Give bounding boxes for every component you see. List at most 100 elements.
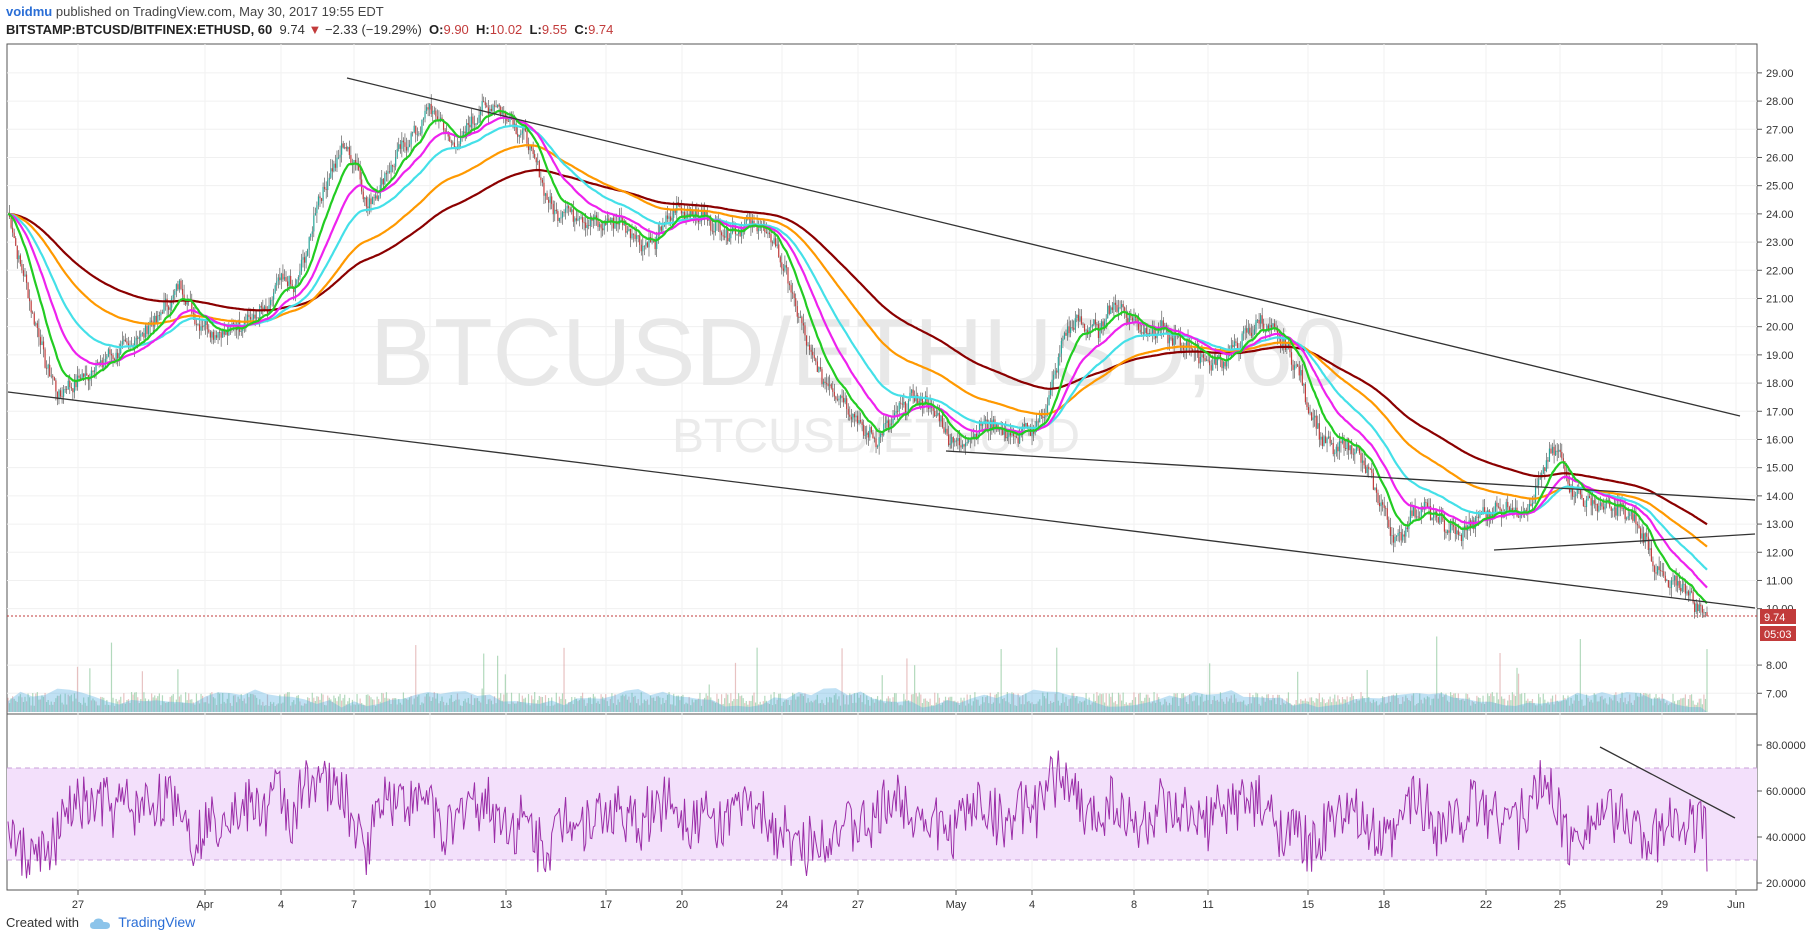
candle-body [1636,524,1639,526]
candle-body [1221,358,1223,369]
author-link[interactable]: voidmu [6,4,53,19]
candle-body [974,433,976,439]
candle-body [174,290,176,295]
candle-body [282,273,284,280]
volume-bar [1184,695,1186,712]
volume-bar [490,700,493,712]
volume-bar [1635,693,1637,712]
candle-body [1068,326,1070,334]
candle-body [83,373,85,377]
candle-body [1670,580,1673,588]
candle-body [30,301,32,313]
candle-body [659,226,661,234]
candle-body [1660,570,1662,571]
candle-body [720,232,723,236]
candle-body [1096,324,1098,326]
volume-bar [450,694,452,712]
price-tick-label: 15.00 [1766,463,1794,475]
candle-body [914,397,916,402]
volume-bar [1306,701,1308,712]
candle-body [1476,516,1478,518]
symbol-name[interactable]: BITSTAMP:BTCUSD/BITFINEX:ETHUSD, 60 [6,22,273,37]
volume-bar [1454,693,1456,712]
volume-bar [707,695,709,712]
volume-bar [1031,702,1033,712]
candle-body [328,177,330,181]
candle-body [55,380,57,392]
volume-bar [1185,701,1188,712]
candle-body [157,315,159,323]
candle-body [1426,502,1429,509]
volume-bar [1141,700,1143,712]
candle-body [687,213,689,215]
volume-bar [940,705,942,712]
volume-bar [103,697,105,712]
volume-bar [234,695,236,712]
candle-body [1450,523,1452,533]
candle-body [358,165,360,170]
candle-body [714,221,717,233]
volume-bar [586,703,588,712]
candle-body [920,398,922,402]
volume-bar [592,693,594,712]
volume-bar [1233,694,1235,712]
volume-bar [824,705,826,712]
candle-body [177,284,179,290]
candle-body [917,395,919,405]
candle-body [863,424,865,436]
candle-body [256,317,258,319]
candle-body [847,408,849,415]
volume-bar [958,704,961,712]
candle-body [816,361,818,372]
candle-body [832,388,834,392]
open-value: 9.90 [443,22,469,37]
trendline [7,391,1756,609]
volume-bar [1002,699,1004,712]
candle-body [1694,602,1696,612]
candle-body [399,144,401,149]
volume-bar [1253,697,1256,712]
volume-bar [1470,705,1472,712]
volume-bar [205,702,207,712]
candle-body [585,222,587,228]
volume-bar [960,697,962,712]
volume-bar [52,704,54,712]
candle-body [566,206,568,209]
candle-body [1558,449,1560,452]
candle-body [552,203,554,215]
candle-body [898,402,900,412]
volume-bar [1382,696,1384,712]
candle-body [741,228,743,237]
volume-bar [1303,700,1305,712]
candle-body [889,423,891,428]
volume-bar [1168,702,1171,712]
volume-bar [1500,696,1503,712]
volume-bar [527,694,530,712]
volume-bar [934,692,936,712]
volume-bar [1545,703,1547,712]
candle-body [1517,516,1520,518]
candle-body [483,101,485,103]
candle-body [1601,502,1603,507]
candle-body [1681,584,1683,592]
candle-body [1162,320,1164,329]
volume-bar [812,702,814,712]
volume-bar [1369,701,1371,712]
candle-body [110,354,113,356]
volume-bar [368,695,371,712]
candle-body [1680,587,1682,592]
volume-bar [1284,704,1286,712]
candle-body [1567,477,1569,484]
candle-body [1358,448,1361,454]
volume-bar [1048,703,1050,712]
volume-bar [887,696,889,712]
volume-bar [558,696,561,712]
tradingview-link[interactable]: TradingView [118,914,196,930]
volume-bar [257,704,259,712]
candle-body [1219,354,1222,359]
volume-bar [166,702,168,712]
time-tick-label: 27 [72,899,84,911]
candle-body [1063,332,1066,339]
candle-body [463,131,465,138]
rsi-line [7,750,1708,879]
